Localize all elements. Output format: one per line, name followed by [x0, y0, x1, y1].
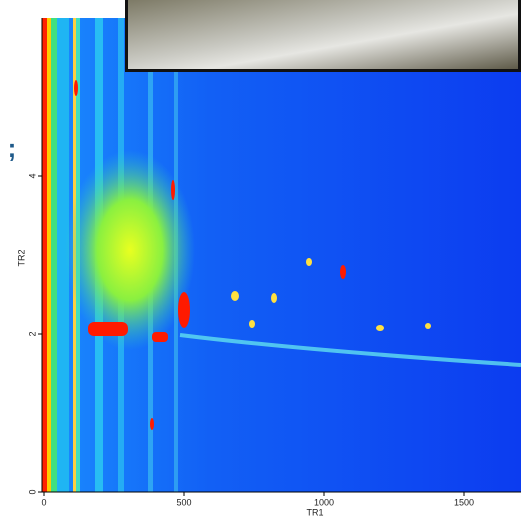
heatmap [42, 18, 521, 492]
y-tick-label: 4 [27, 173, 37, 178]
y-tick-label: 0 [27, 489, 37, 494]
x-tick-label: 1000 [314, 497, 334, 507]
x-tick-label: 0 [41, 497, 46, 507]
photo-overlay [125, 0, 521, 72]
y-tick-label: 2 [27, 331, 37, 336]
x-tick-label: 500 [176, 497, 191, 507]
annotation: ; [8, 133, 17, 163]
x-tick-label: 1500 [454, 497, 474, 507]
x-axis-label: TR1 [306, 507, 323, 517]
y-axis-label: TR2 [16, 249, 26, 266]
